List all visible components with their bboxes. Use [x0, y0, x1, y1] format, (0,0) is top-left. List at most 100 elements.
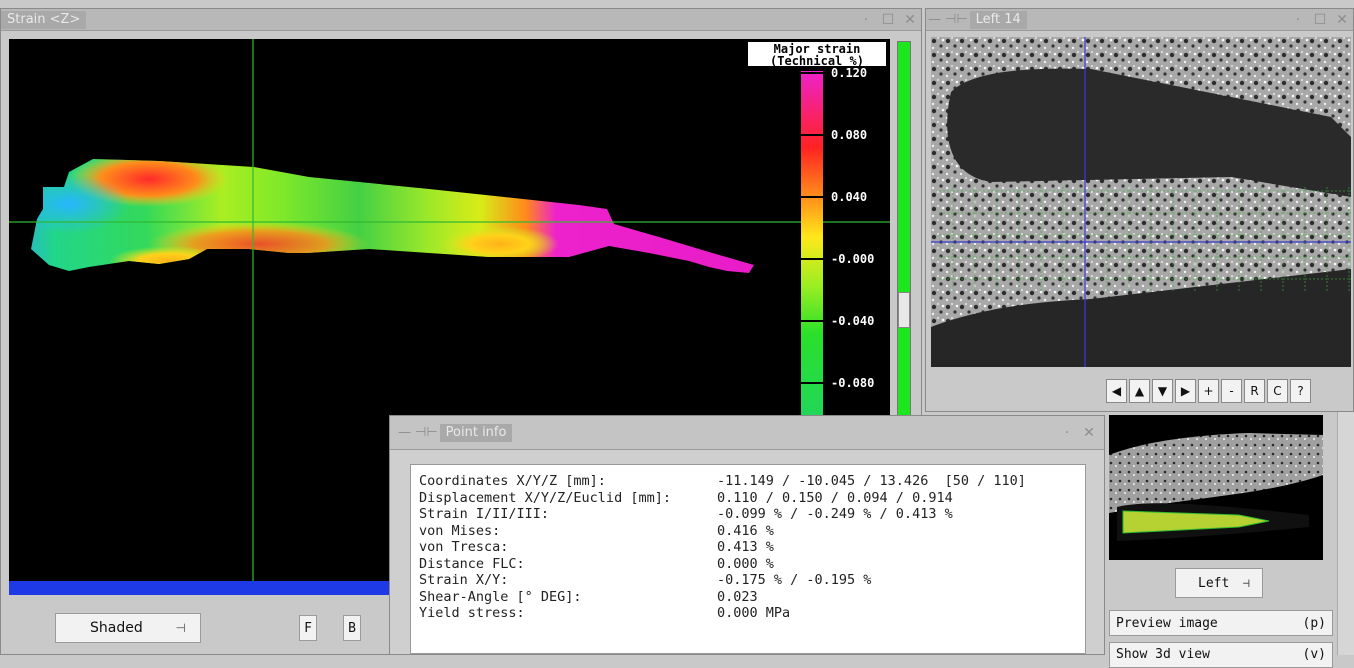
- legend-title-line2: (Technical %): [770, 54, 864, 68]
- camera-window-title: Left 14: [969, 10, 1027, 29]
- point-info-value: 0.413 %: [717, 539, 774, 555]
- point-info-label: Strain I/II/III:: [419, 506, 550, 522]
- front-view-button[interactable]: F: [299, 615, 317, 641]
- camera-window: — ⊣⊢ Left 14 · ☐ ✕: [925, 8, 1354, 412]
- camera-select-label: Left: [1198, 575, 1230, 591]
- legend-color-bar: [801, 71, 823, 417]
- down-arrow-icon[interactable]: ▼: [1152, 379, 1173, 403]
- point-info-value: 0.000 %: [717, 555, 774, 572]
- menu-dot-icon[interactable]: ·: [863, 11, 869, 28]
- reset-icon[interactable]: R: [1244, 379, 1265, 403]
- legend-tick: -0.000: [801, 251, 887, 267]
- point-info-value: 0.110 / 0.150 / 0.094 / 0.914: [717, 489, 953, 506]
- legend-title: Major strain (Technical %): [747, 41, 887, 67]
- legend-tick-mark: [801, 196, 829, 198]
- center-icon[interactable]: C: [1267, 379, 1288, 403]
- camera-select-dropdown[interactable]: Left ⊣: [1175, 568, 1263, 598]
- preview-thumbnail[interactable]: [1109, 415, 1323, 560]
- legend-tick-label: -0.080: [831, 376, 875, 390]
- right-arrow-icon[interactable]: ▶: [1175, 379, 1196, 403]
- point-info-label: Coordinates X/Y/Z [mm]:: [419, 473, 606, 489]
- point-info-label: von Tresca:: [419, 539, 509, 555]
- point-info-label: von Mises:: [419, 522, 501, 539]
- display-mode-select[interactable]: Shaded ⊣: [55, 613, 201, 643]
- preview-image-button[interactable]: Preview image (p): [1109, 610, 1333, 636]
- point-info-row: Distance FLC: 0.000 %: [419, 556, 1085, 573]
- minimize-icon[interactable]: —: [928, 12, 941, 27]
- back-view-button[interactable]: B: [343, 615, 361, 641]
- minimize-icon[interactable]: —: [398, 425, 411, 440]
- point-info-window: — ⊣⊢ Point info · ✕ Coordinates X/Y/Z [m…: [389, 415, 1105, 655]
- legend-tick-label: 0.120: [831, 66, 868, 80]
- camera-image[interactable]: [931, 37, 1351, 367]
- camera-window-titlebar[interactable]: — ⊣⊢ Left 14 · ☐ ✕: [926, 9, 1353, 31]
- legend-tick-mark: [801, 320, 829, 322]
- menu-dot-icon[interactable]: ·: [1295, 11, 1301, 28]
- point-info-value: 0.000 MPa: [717, 605, 791, 621]
- point-info-value: -0.099 % / -0.249 % / 0.413 %: [717, 506, 953, 522]
- color-legend: Major strain (Technical %) 0.120 0.080 0.0…: [747, 41, 887, 581]
- legend-tick: 0.080: [801, 127, 887, 143]
- preview-image-label: Preview image: [1116, 615, 1218, 631]
- status-bar: [9, 581, 401, 595]
- dropdown-icon: ⊣: [175, 621, 186, 635]
- zoom-out-icon[interactable]: -: [1221, 379, 1242, 403]
- pin-icon[interactable]: ⊣⊢: [945, 12, 968, 27]
- legend-title-line1: Major strain: [773, 42, 861, 56]
- show-3d-view-button[interactable]: Show 3d view (v): [1109, 642, 1333, 668]
- point-info-row: Coordinates X/Y/Z [mm]: -11.149 / -10.045…: [419, 473, 1085, 490]
- point-info-titlebar[interactable]: — ⊣⊢ Point info · ✕: [390, 416, 1104, 450]
- pin-icon[interactable]: ⊣⊢: [415, 425, 438, 440]
- display-mode-label: Shaded: [90, 620, 143, 636]
- legend-tick: -0.080: [801, 375, 887, 391]
- close-icon[interactable]: ✕: [1083, 424, 1095, 441]
- point-info-value: -0.175 % / -0.195 %: [717, 572, 872, 588]
- camera-image-svg[interactable]: [931, 37, 1351, 367]
- point-info-value: 0.416 %: [717, 522, 774, 539]
- dropdown-icon: ⊣: [1242, 576, 1250, 590]
- scrollbar-thumb[interactable]: [898, 292, 910, 328]
- legend-tick: -0.040: [801, 313, 887, 329]
- legend-tick-mark: [801, 134, 829, 136]
- strain-window-titlebar[interactable]: Strain <Z> · ☐ ✕: [1, 9, 921, 31]
- point-info-row: Shear-Angle [° DEG]: 0.023: [419, 589, 1085, 606]
- point-info-value: -11.149 / -10.045 / 13.426 [50 / 110]: [717, 473, 1026, 489]
- up-arrow-icon[interactable]: ▲: [1129, 379, 1150, 403]
- preview-thumbnail-svg: [1109, 433, 1323, 541]
- point-info-label: Strain X/Y:: [419, 572, 509, 588]
- close-icon[interactable]: ✕: [904, 11, 916, 28]
- help-icon[interactable]: ?: [1290, 379, 1311, 403]
- legend-tick: 0.120: [801, 65, 887, 81]
- point-info-label: Shear-Angle [° DEG]:: [419, 588, 582, 605]
- legend-tick-mark: [801, 72, 829, 74]
- close-icon[interactable]: ✕: [1336, 11, 1348, 28]
- point-info-row: Yield stress: 0.000 MPa: [419, 605, 1085, 622]
- maximize-icon[interactable]: ☐: [1313, 11, 1327, 28]
- legend-tick-label: -0.000: [831, 252, 875, 266]
- zoom-in-icon[interactable]: +: [1198, 379, 1219, 403]
- point-info-row: Displacement X/Y/Z/Euclid [mm]: 0.110 / 0…: [419, 490, 1085, 507]
- preview-image-shortcut: (p): [1302, 615, 1326, 631]
- strain-window-title: Strain <Z>: [1, 10, 87, 29]
- point-info-value: 0.023: [717, 588, 758, 605]
- legend-tick-label: 0.080: [831, 128, 868, 142]
- point-info-content: Coordinates X/Y/Z [mm]: -11.149 / -10.045…: [410, 464, 1086, 654]
- point-info-label: Distance FLC:: [419, 555, 525, 572]
- left-arrow-icon[interactable]: ◀: [1106, 379, 1127, 403]
- legend-tick-mark: [801, 382, 829, 384]
- point-info-title: Point info: [439, 423, 513, 442]
- point-info-row: von Mises: 0.416 %: [419, 523, 1085, 540]
- point-info-label: Displacement X/Y/Z/Euclid [mm]:: [419, 489, 671, 506]
- side-panel-scrollbar[interactable]: [1337, 412, 1354, 655]
- strain-map-svg[interactable]: [9, 39, 890, 581]
- point-info-row: von Tresca: 0.413 %: [419, 539, 1085, 556]
- image-navigation-toolbar: ◀ ▲ ▼ ▶ + - R C?: [1106, 379, 1313, 403]
- legend-tick-label: 0.040: [831, 190, 868, 204]
- maximize-icon[interactable]: ☐: [881, 11, 895, 28]
- legend-tick-label: -0.040: [831, 314, 875, 328]
- point-info-row: Strain I/II/III: -0.099 % / -0.249 % / 0.…: [419, 506, 1085, 523]
- menu-dot-icon[interactable]: ·: [1064, 424, 1070, 441]
- point-info-label: Yield stress:: [419, 605, 525, 621]
- vertical-scrollbar[interactable]: [897, 41, 911, 417]
- legend-tick: 0.040: [801, 189, 887, 205]
